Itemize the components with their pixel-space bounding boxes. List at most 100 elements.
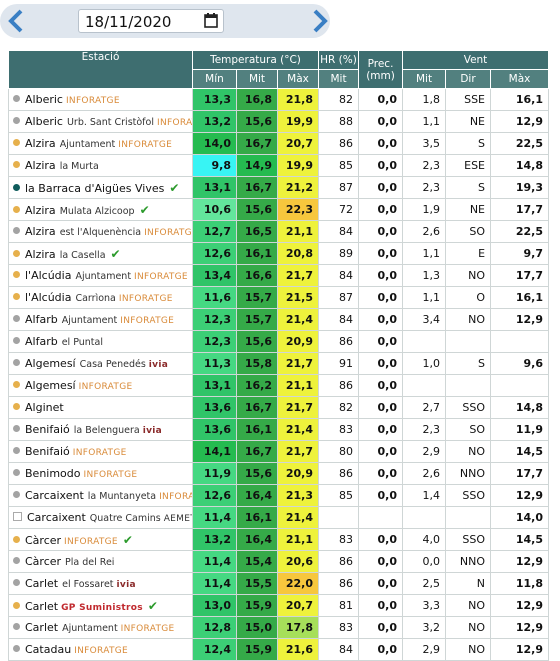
station-name[interactable]: Carlet	[25, 599, 59, 613]
data-cell: NO	[445, 264, 492, 287]
station-name[interactable]: Alberic	[25, 115, 63, 128]
next-day[interactable]	[306, 8, 332, 34]
data-cell: 14,0	[192, 132, 237, 155]
status-dot	[13, 557, 20, 564]
cell-value: 21,2	[285, 181, 314, 194]
station-place: la Murta	[59, 161, 99, 172]
cell-value: 89	[339, 247, 354, 260]
station-name[interactable]: Benifaió	[25, 445, 70, 458]
station-name[interactable]: Alzira	[25, 203, 56, 217]
status-dot	[13, 205, 20, 213]
data-cell: 15,5	[236, 572, 278, 595]
station-name[interactable]: Càrcer	[25, 555, 62, 568]
data-cell: 88	[318, 110, 360, 133]
station-name[interactable]: Càrcer	[25, 533, 62, 547]
data-cell: 20,7	[276, 132, 320, 155]
data-cell: 16,1	[236, 242, 278, 265]
status-dot	[13, 337, 20, 344]
cell-value: 0,0	[377, 269, 398, 282]
cell-value: 0,0	[377, 313, 398, 326]
sub-header: Mín	[192, 69, 237, 89]
cell-value: 12,6	[203, 489, 231, 502]
station-name[interactable]: Algemesí	[25, 379, 76, 392]
data-cell: 12,3	[192, 308, 237, 331]
station-name[interactable]: Carcaixent	[25, 489, 84, 502]
calendar-icon[interactable]	[204, 13, 218, 28]
status-dot	[13, 95, 20, 102]
verified-check: ✔	[139, 202, 150, 217]
status-dot	[13, 183, 20, 191]
status-dot	[13, 535, 20, 543]
station-place: est l'Alquenència	[59, 227, 142, 238]
station-name[interactable]: Carlet	[25, 621, 59, 634]
cell-value: 88	[339, 115, 354, 128]
verified-check: ✔	[147, 598, 158, 613]
cell-value: 81	[339, 599, 354, 612]
station-name[interactable]: Alfarb	[25, 313, 58, 326]
data-cell: 16,4	[236, 528, 278, 551]
cell-value: 86	[339, 379, 354, 392]
station-cell: Alzira Mulata Alzicoop ✔	[8, 198, 193, 221]
cell-value: 13,3	[203, 93, 231, 106]
data-cell: 82	[318, 88, 360, 111]
data-cell: 3,2	[402, 616, 447, 639]
data-cell: 13,1	[192, 374, 237, 397]
data-cell: 4,0	[402, 528, 447, 551]
cell-value: 21,7	[285, 445, 314, 458]
cell-value: 72	[339, 203, 354, 216]
cell-value: 12,9	[515, 489, 544, 502]
station-name[interactable]: Carlet	[25, 577, 59, 590]
cell-value: NO	[468, 269, 486, 282]
data-cell: 17,8	[276, 616, 320, 639]
station-name[interactable]: la Barraca d'Aigües Vives	[25, 181, 165, 195]
station-row: Carlet Ajuntament INFORATGE 12,8 15,0 17,8 83 0…	[8, 616, 550, 639]
station-name[interactable]: Alfarb	[25, 335, 58, 348]
cell-value: 0,0	[377, 401, 398, 414]
cell-value: 83	[339, 533, 354, 546]
status-dot	[13, 271, 20, 278]
cell-value: S	[478, 137, 486, 150]
cell-value: 16,2	[244, 379, 272, 392]
data-cell: 9,7	[490, 242, 550, 265]
station-name[interactable]: l'Alcúdia	[25, 269, 72, 282]
data-cell: 0,0	[358, 616, 404, 639]
data-cell: 22,0	[276, 572, 320, 595]
station-name[interactable]: Alzira	[25, 159, 56, 172]
data-cell: 0,0	[358, 154, 404, 177]
station-name[interactable]: l'Alcúdia	[25, 291, 72, 304]
group-header: Vent	[402, 50, 550, 70]
date-input[interactable]: 18/11/2020	[78, 9, 224, 33]
data-cell: 3,3	[402, 594, 447, 617]
cell-value: 15,6	[244, 467, 272, 480]
data-cell: 20,9	[276, 462, 320, 485]
station-place: Ajuntament	[62, 623, 118, 634]
data-cell: 0,0	[358, 352, 404, 375]
data-cell: 0,0	[358, 308, 404, 331]
data-cell	[490, 330, 550, 353]
station-row: l'Alcúdia Carrìona INFORATGE 11,6 15,7 21,5 87…	[8, 286, 550, 309]
station-name[interactable]: Benimodo	[25, 467, 81, 480]
cell-value: 21,1	[285, 533, 314, 546]
cell-value: 17,7	[515, 203, 544, 216]
cell-value: 13,0	[203, 599, 231, 612]
group-header: Estació	[8, 50, 193, 89]
station-name[interactable]: Benifaió	[25, 423, 70, 436]
cell-value: 2,7	[422, 401, 441, 414]
station-name[interactable]: Catadau	[25, 643, 72, 656]
station-name[interactable]: Alginet	[25, 401, 64, 414]
station-cell: Benifaió la Belenguera ivia	[8, 418, 193, 441]
station-name[interactable]: Algemesí	[25, 357, 76, 370]
prev-day[interactable]	[4, 8, 30, 34]
station-name[interactable]: Alzira	[25, 225, 56, 238]
data-cell: 22,3	[276, 198, 320, 221]
cell-value: 12,3	[203, 335, 231, 348]
station-name[interactable]: Alzira	[25, 247, 56, 261]
data-cell: 0,0	[358, 594, 404, 617]
data-cell: 17,7	[490, 264, 550, 287]
station-name[interactable]: Carcaixent	[27, 511, 86, 524]
data-cell: 12,9	[490, 484, 550, 507]
station-cell: Benifaió INFORATGE	[8, 440, 193, 463]
station-name[interactable]: Alzira	[25, 137, 56, 150]
station-name[interactable]: Alberic	[25, 93, 63, 106]
